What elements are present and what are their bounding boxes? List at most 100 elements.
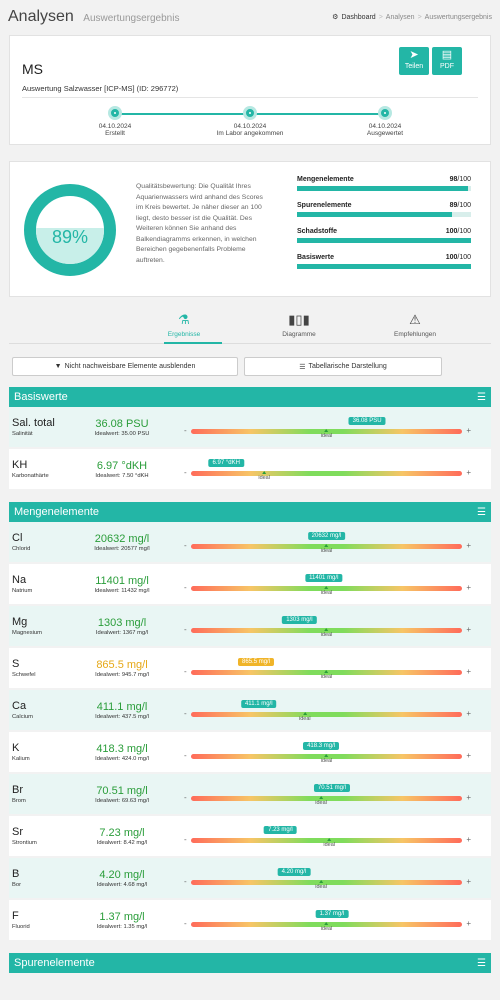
tab-empfehlungen[interactable]: ⚠ Empfehlungen <box>365 311 465 338</box>
gauge-ideal-label: ideal <box>320 590 333 596</box>
gauge-plus: + <box>466 709 471 718</box>
hide-undetectable-button[interactable]: ▼ Nicht nachweisbare Elemente ausblenden <box>12 357 238 376</box>
gauge-plus: + <box>466 919 471 928</box>
score-max: /100 <box>457 254 471 261</box>
gauge-plus: + <box>466 667 471 676</box>
gauge-ideal-label: ideal <box>315 884 327 890</box>
quality-card: 89% Qualitätsbewertung: Die Qualität Ihr… <box>9 161 491 297</box>
score-max: /100 <box>457 176 471 183</box>
section-title: Basiswerte <box>14 391 68 403</box>
section-header: Spurenelemente ☰ <box>9 953 491 973</box>
share-button[interactable]: ➤ Teilen <box>399 47 429 75</box>
gauge-value-tag: 4.20 mg/l <box>277 868 311 876</box>
quality-category-row: Spurenelemente 89/100 <box>297 202 471 209</box>
element-info: KH Karbonathärte <box>9 459 67 479</box>
pdf-button[interactable]: ▤ PDF <box>432 47 462 75</box>
element-name: Chlorid <box>12 546 31 552</box>
gauge-ideal-label: ideal <box>320 926 333 932</box>
tab-diagramme[interactable]: ▮▯▮ Diagramme <box>249 311 349 338</box>
element-row: KH Karbonathärte 6.97 °dKH Idealwert: 7.50 … <box>9 449 491 491</box>
quality-category-name: Schadstoffe <box>297 228 338 235</box>
gauge-plus: + <box>466 625 471 634</box>
gauge-ideal-label: ideal <box>315 800 327 806</box>
timeline-dot <box>378 106 392 120</box>
element-row: Na Natrium 11401 mg/l Idealwert: 11432 mg/l… <box>9 564 491 606</box>
ideal-marker-icon <box>324 429 329 432</box>
element-gauge: - +418.3 mg/l ideal <box>184 732 471 772</box>
quality-category-score: 98/100 <box>450 176 471 183</box>
breadcrumb-dashboard[interactable]: Dashboard <box>341 13 376 21</box>
quality-categories: Mengenelemente 98/100 Spurenelemente 89/100… <box>297 176 471 280</box>
element-name: Bor <box>12 882 22 888</box>
gauge-minus: - <box>184 835 187 844</box>
results-sections: Basiswerte ☰ Sal. total Salinität 36.08 PSU I… <box>0 387 500 973</box>
breadcrumb-analysen[interactable]: Analysen <box>385 13 415 21</box>
gauge-minus: - <box>184 751 187 760</box>
element-gauge: - +1.37 mg/l ideal <box>184 900 471 940</box>
quality-category-bar <box>297 186 471 191</box>
gauge-minus: - <box>184 793 187 802</box>
element-row: Ca Calcium 411.1 mg/l Idealwert: 437.5 mg/l… <box>9 690 491 732</box>
element-row: B Bor 4.20 mg/l Idealwert: 4.68 mg/l - +4.20 … <box>9 858 491 900</box>
element-value-block: 6.97 °dKH Idealwert: 7.50 °dKH <box>67 460 177 479</box>
gauge-bar <box>191 712 462 717</box>
list-icon[interactable]: ☰ <box>477 506 486 518</box>
quality-category-bar <box>297 264 471 269</box>
element-symbol: K <box>12 742 20 754</box>
element-info: Ca Calcium <box>9 700 67 720</box>
gauge-value-tag: 7.23 mg/l <box>264 826 297 834</box>
element-row: K Kalium 418.3 mg/l Idealwert: 424.0 mg/l - +… <box>9 732 491 774</box>
element-value: 4.20 mg/l <box>99 868 145 881</box>
quality-category-row: Mengenelemente 98/100 <box>297 176 471 183</box>
element-info: Sr Strontium <box>9 826 67 846</box>
timeline-label: Erstellt <box>105 130 125 137</box>
quality-category-row: Basiswerte 100/100 <box>297 254 471 261</box>
element-info: Br Brom <box>9 784 67 804</box>
gauge-value-tag: 11401 mg/l <box>305 574 343 582</box>
gauge-value-tag: 411.1 mg/l <box>240 700 277 708</box>
element-info: K Kalium <box>9 742 67 762</box>
ideal-marker-icon <box>324 544 329 547</box>
result-summary-card: MS Auswertung Salzwasser [ICP-MS] (ID: 2… <box>9 35 491 145</box>
section-header: Mengenelemente ☰ <box>9 502 491 522</box>
element-symbol: Na <box>12 574 27 586</box>
list-icon[interactable]: ☰ <box>477 957 486 969</box>
tab-ergebnisse[interactable]: ⚗ Ergebnisse <box>134 311 234 338</box>
timeline-step-lab: 04.10.2024 Im Labor angekommen <box>205 104 295 137</box>
page-header: Analysen Auswertungsergebnis ⚙ Dashboard… <box>0 0 500 34</box>
gauge-minus: - <box>184 709 187 718</box>
element-gauge: - +7.23 mg/l ideal <box>184 816 471 856</box>
ideal-marker-icon <box>324 586 329 589</box>
quality-score-ring: 89% <box>24 184 116 276</box>
element-row: Mg Magnesium 1303 mg/l Idealwert: 1367 mg/l… <box>9 606 491 648</box>
page-title: Analysen Auswertungsergebnis <box>8 8 179 26</box>
element-value-block: 36.08 PSU Idealwert: 35.00 PSU <box>67 418 177 437</box>
element-info: S Schwefel <box>9 658 67 678</box>
element-name: Magnesium <box>12 630 42 636</box>
element-value-block: 11401 mg/l Idealwert: 11432 mg/l <box>67 575 177 594</box>
gauge-bar <box>191 471 462 476</box>
ideal-marker-icon <box>302 712 307 715</box>
element-gauge: - +4.20 mg/l ideal <box>184 858 471 898</box>
element-value: 7.23 mg/l <box>99 826 145 839</box>
quality-category-bar <box>297 212 471 217</box>
element-ideal-value: Idealwert: 1367 mg/l <box>95 629 149 636</box>
quality-category-bar-fill <box>297 264 471 269</box>
gauge-ideal-label: ideal <box>320 433 333 439</box>
status-timeline: 04.10.2024 Erstellt 04.10.2024 Im Labor … <box>99 104 403 154</box>
timeline-dot <box>243 106 257 120</box>
filter-icon: ▼ <box>54 363 62 370</box>
gauge-minus: - <box>184 877 187 886</box>
gauge-plus: + <box>466 877 471 886</box>
page-title-text: Analysen <box>8 8 74 25</box>
home-icon[interactable]: ⚙ <box>332 14 339 21</box>
gauge-ideal-label: ideal <box>320 548 333 554</box>
table-view-button[interactable]: ☰ Tabellarische Darstellung <box>244 357 442 376</box>
quality-description: Qualitätsbewertung: Die Qualität Ihres A… <box>136 183 263 264</box>
page-subtitle: Auswertungsergebnis <box>83 13 180 24</box>
section-title: Spurenelemente <box>14 957 95 969</box>
list-icon[interactable]: ☰ <box>477 391 486 403</box>
element-symbol: B <box>12 868 20 880</box>
timeline-dot <box>108 106 122 120</box>
element-row: Sr Strontium 7.23 mg/l Idealwert: 8.42 mg/l… <box>9 816 491 858</box>
